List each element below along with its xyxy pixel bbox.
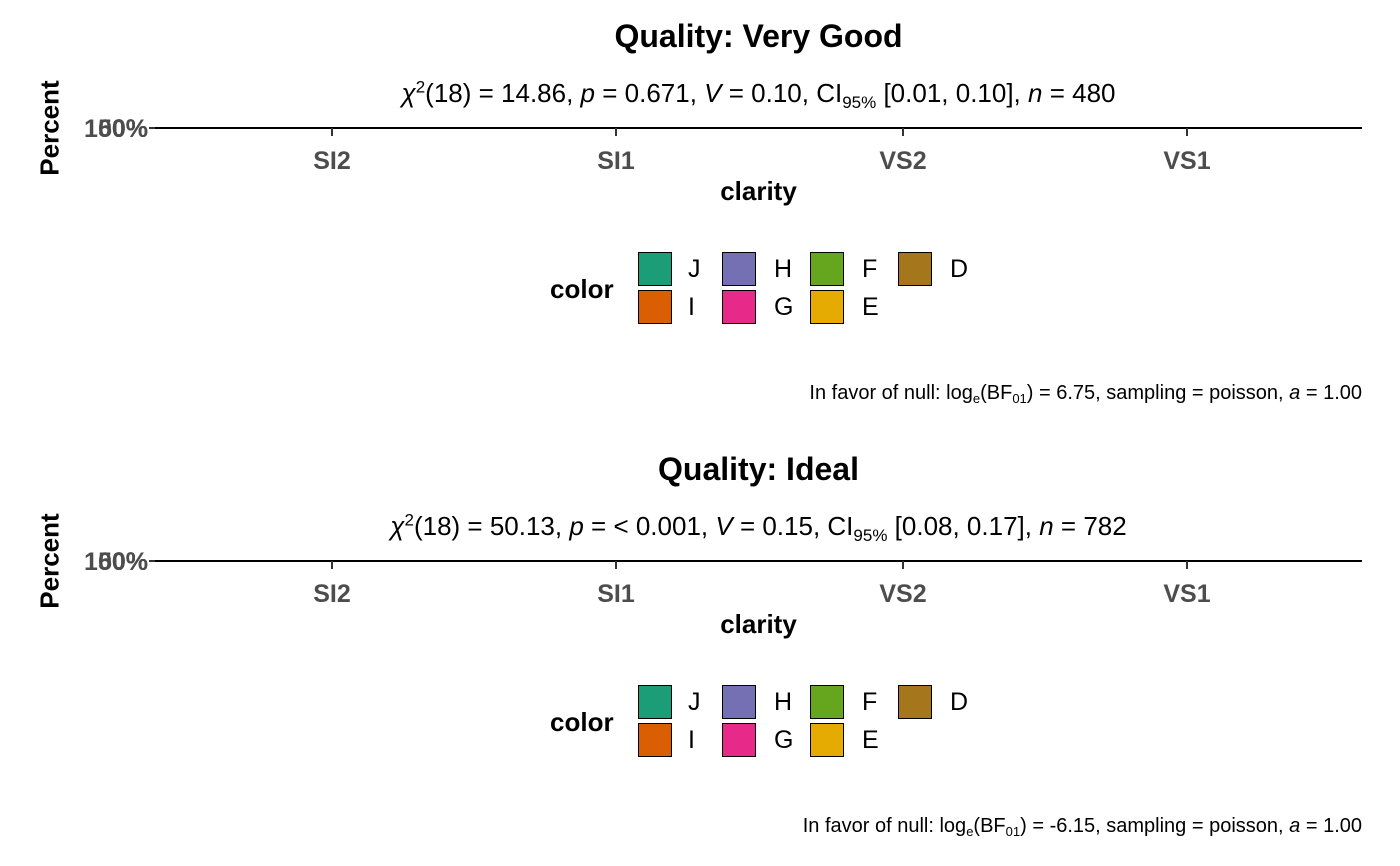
p-symbol: p [580,78,596,108]
legend-key-swatch [898,252,932,286]
ci-interval: [0.08, 0.17], [887,511,1040,541]
legend-key-label: G [774,726,794,754]
legend-key-swatch [638,290,672,324]
chi-superscript: 2 [415,77,426,97]
ci-interval: [0.01, 0.10], [876,78,1029,108]
legend-key-label: F [862,688,878,716]
legend-key-label: J [688,255,701,283]
bayes-factor-caption: In favor of null: loge(BF01) = -6.15, sa… [803,813,1362,839]
legend-key-label: D [950,255,969,283]
chart-subtitle-stats: χ2(18) = 50.13, p = < 0.001, V = 0.15, C… [155,509,1362,545]
legend-key-label: H [774,688,793,716]
chi-symbol: χ [390,511,405,541]
chart-panel-2: Quality: Ideal χ2(18) = 50.13, p = < 0.00… [0,433,1400,866]
y-tick-label: 100% [84,548,148,576]
chart-panel-1: Quality: Very Good χ2(18) = 14.86, p = 0.… [35,18,1362,406]
legend-key-label: G [774,293,794,321]
plot-area [149,560,1362,569]
caption-bf-subscript: 01 [1012,390,1027,406]
n-symbol: n [1039,511,1054,541]
p-symbol: p [569,511,584,541]
caption-a-symbol: a [1289,382,1301,404]
v-value: = 0.10, CI [721,78,843,108]
legend-key-label: I [688,726,695,754]
x-tick-label: SI1 [597,580,635,608]
ci-subscript: 95% [853,525,888,545]
chi-superscript: 2 [404,510,414,530]
legend-key-swatch [810,252,844,286]
legend-key-label: H [774,255,793,283]
caption-a-value: = 1.00 [1300,382,1362,404]
legend-key-swatch [810,723,844,757]
caption-log-base: e [966,823,974,839]
legend-key-swatch [810,290,844,324]
ci-subscript: 95% [842,92,877,112]
caption-bf: (BF [973,815,1006,837]
caption-a-value: = 1.00 [1300,815,1362,837]
legend-key-swatch [722,252,756,286]
p-value: = 0.671, [595,78,705,108]
caption-bf: (BF [980,382,1013,404]
chart-title: Quality: Very Good [614,18,903,54]
legend-key-swatch [638,685,672,719]
y-tick-label: 100% [84,115,148,143]
caption-bf-subscript: 01 [1005,823,1021,839]
y-tick-label: 0% [111,548,148,576]
p-value: = < 0.001, [583,511,716,541]
x-tick-label: VS1 [1163,147,1211,175]
n-value: = 480 [1042,78,1116,108]
legend-key-label: J [688,688,701,716]
legend-key-swatch [638,723,672,757]
caption-prefix: In favor of null: log [809,382,973,404]
legend-title: color [550,274,614,304]
legend-key-swatch [638,252,672,286]
df-statistic: (18) = 50.13, [413,511,570,541]
legend-key-swatch [722,685,756,719]
legend-key-label: F [862,255,878,283]
x-tick-label: SI2 [313,147,351,175]
x-axis-label: clarity [720,176,797,206]
y-tick-labels: 100% 50% 0% [70,114,148,144]
v-symbol: V [715,511,733,541]
x-tick-label: SI1 [597,147,635,175]
chart-title: Quality: Ideal [658,451,859,487]
caption-log-base: e [972,390,981,406]
plot-area [149,127,1362,136]
x-tick-label: VS2 [879,580,927,608]
bayes-factor-caption: In favor of null: loge(BF01) = 6.75, sam… [809,380,1362,406]
legend-key-swatch [722,290,756,324]
legend-title: color [550,707,614,737]
legend-key-label: E [862,726,879,754]
legend-key-label: I [688,293,695,321]
legend-key-swatch [722,723,756,757]
v-value: = 0.15, CI [732,511,854,541]
legend-key-label: D [950,688,969,716]
y-tick-labels: 100% 50% 0% [70,547,148,577]
x-axis-label: clarity [720,609,797,639]
x-tick-label: VS1 [1163,580,1211,608]
y-tick-label: 50% [97,115,148,143]
x-tick-label: VS2 [879,147,927,175]
caption-prefix: In favor of null: log [802,815,967,837]
x-tick-label: SI2 [313,580,351,608]
caption-bf-value: ) = -6.15, sampling = poisson, [1020,815,1290,837]
legend-key-label: E [862,293,879,321]
n-symbol: n [1028,78,1043,108]
legend-key-swatch [810,685,844,719]
y-tick-label: 50% [97,548,148,576]
caption-bf-value: ) = 6.75, sampling = poisson, [1026,382,1290,404]
chi-symbol: χ [401,78,416,108]
df-statistic: (18) = 14.86, [425,78,581,108]
n-value: = 782 [1053,511,1127,541]
v-symbol: V [704,78,722,108]
y-tick-label: 0% [111,115,148,143]
legend-key-swatch [898,685,932,719]
chart-subtitle-stats: χ2(18) = 14.86, p = 0.671, V = 0.10, CI9… [155,76,1362,112]
caption-a-symbol: a [1289,815,1301,837]
